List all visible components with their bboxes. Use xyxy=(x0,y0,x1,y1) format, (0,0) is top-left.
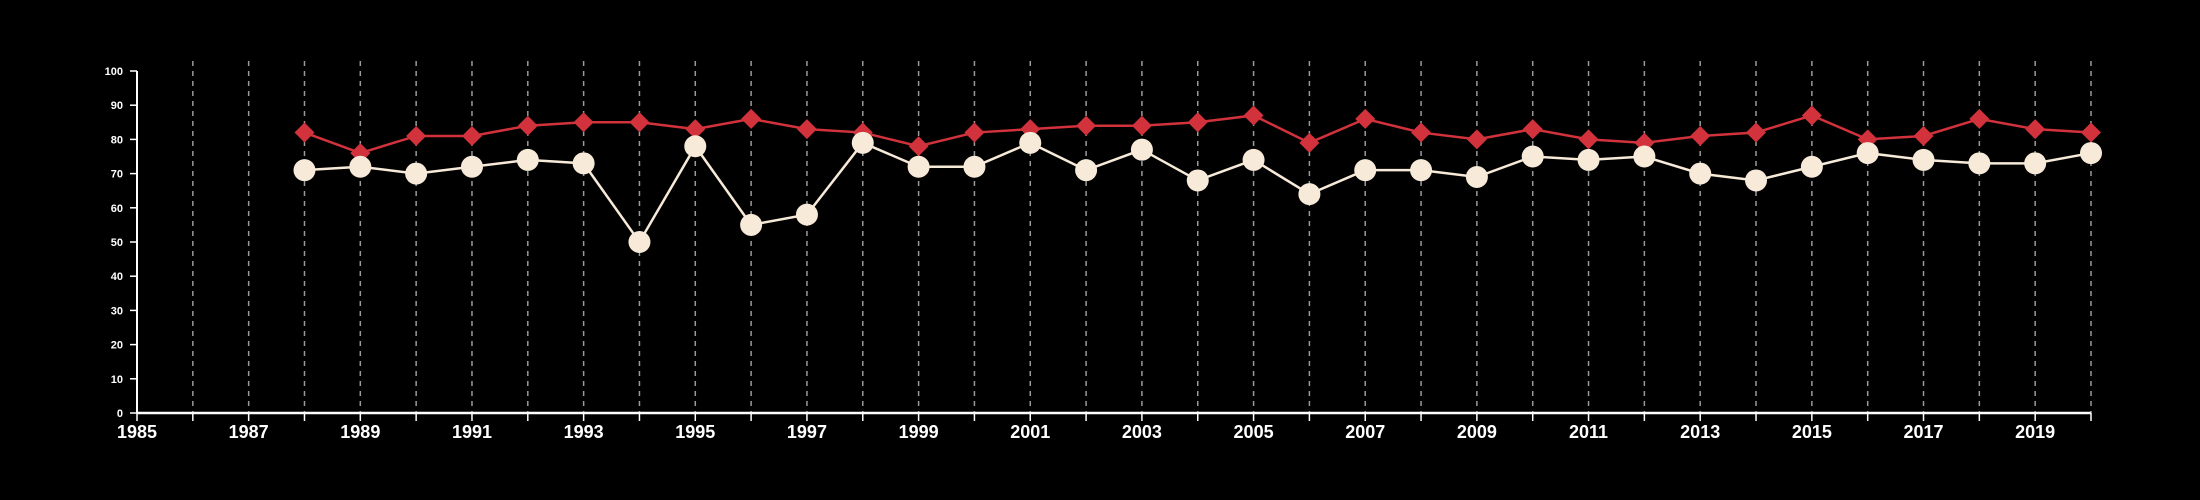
data-point-circle xyxy=(851,131,874,154)
data-point-circle xyxy=(1577,148,1600,171)
data-point-circle xyxy=(572,152,595,175)
x-tick-label: 1985 xyxy=(117,422,157,442)
data-point-diamond xyxy=(1578,129,1599,150)
data-point-circle xyxy=(628,231,651,253)
data-point-circle xyxy=(1075,159,1098,182)
data-point-diamond xyxy=(1969,108,1990,129)
data-point-diamond xyxy=(741,108,762,129)
y-tick-label: 30 xyxy=(111,305,123,317)
data-point-circle xyxy=(1521,145,1544,168)
data-point-circle xyxy=(963,155,986,178)
data-point-diamond xyxy=(1690,125,1711,146)
data-point-diamond xyxy=(2025,119,2046,140)
data-point-circle xyxy=(1298,183,1321,206)
x-tick-label: 2019 xyxy=(2015,422,2055,442)
y-tick-label: 80 xyxy=(111,134,123,146)
x-tick-label: 2015 xyxy=(1792,422,1832,442)
y-tick-label: 100 xyxy=(105,66,123,78)
data-point-diamond xyxy=(1076,115,1097,136)
data-point-diamond xyxy=(964,122,985,143)
data-point-circle xyxy=(907,155,930,178)
data-point-diamond xyxy=(2081,122,2101,143)
data-point-circle xyxy=(684,135,707,158)
data-point-circle xyxy=(1912,148,1935,171)
grid-layer xyxy=(192,61,2092,413)
data-point-diamond xyxy=(1522,119,1543,140)
y-tick-label: 50 xyxy=(111,237,123,249)
data-point-circle xyxy=(1130,138,1153,161)
data-point-diamond xyxy=(1243,105,1264,126)
data-point-diamond xyxy=(796,119,817,140)
data-point-circle xyxy=(460,155,483,178)
data-point-circle xyxy=(2080,142,2102,165)
x-tick-label: 1987 xyxy=(229,422,269,442)
y-tick-label: 60 xyxy=(111,203,123,215)
x-tick-label: 1991 xyxy=(452,422,492,442)
data-point-circle xyxy=(1186,169,1209,192)
data-point-diamond xyxy=(1746,122,1767,143)
data-point-circle xyxy=(2024,152,2047,175)
data-point-circle xyxy=(1633,145,1656,168)
data-point-circle xyxy=(1019,131,1042,154)
data-point-circle xyxy=(1968,152,1991,175)
series-layer xyxy=(293,105,2102,253)
data-point-circle xyxy=(1242,148,1265,171)
x-tick-label: 1999 xyxy=(899,422,939,442)
data-point-circle xyxy=(1689,162,1712,185)
x-tick-label: 2011 xyxy=(1569,422,1608,442)
axis-layer: 0 10 20 30 40 50 60 70 80 90 100 1985 1987 1989 1991 19… xyxy=(105,66,2092,442)
data-point-diamond xyxy=(1355,108,1376,129)
y-tick-label: 70 xyxy=(111,169,123,181)
data-point-diamond xyxy=(908,136,929,157)
y-tick-label: 40 xyxy=(111,271,123,283)
y-tick-label: 90 xyxy=(111,100,123,112)
data-point-diamond xyxy=(1299,132,1320,153)
data-point-diamond xyxy=(1466,129,1487,150)
x-tick-label: 2003 xyxy=(1122,422,1162,442)
data-point-circle xyxy=(1800,155,1823,178)
data-point-diamond xyxy=(461,125,482,146)
data-point-diamond xyxy=(1131,115,1152,136)
x-tick-label: 2009 xyxy=(1457,422,1497,442)
x-tick-label: 1989 xyxy=(340,422,380,442)
data-point-diamond xyxy=(517,115,538,136)
data-point-circle xyxy=(1465,166,1488,189)
data-point-diamond xyxy=(1187,112,1208,133)
x-tick-label: 1993 xyxy=(564,422,604,442)
x-tick-label: 2005 xyxy=(1234,422,1274,442)
y-tick-label: 10 xyxy=(111,374,123,386)
data-point-diamond xyxy=(629,112,650,133)
y-tick-label: 0 xyxy=(117,408,123,420)
data-point-diamond xyxy=(1913,125,1934,146)
y-tick-label: 20 xyxy=(111,340,123,352)
x-tick-label: 2007 xyxy=(1345,422,1385,442)
data-point-circle xyxy=(1410,159,1433,182)
x-tick-label: 2013 xyxy=(1680,422,1720,442)
data-point-diamond xyxy=(1411,122,1432,143)
data-point-diamond xyxy=(406,125,427,146)
data-point-circle xyxy=(740,213,763,236)
data-point-diamond xyxy=(294,122,315,143)
data-point-diamond xyxy=(573,112,594,133)
data-point-circle xyxy=(516,148,539,171)
x-tick-label: 2017 xyxy=(1903,422,1943,442)
data-point-diamond xyxy=(685,119,706,140)
data-point-circle xyxy=(1856,142,1879,165)
x-tick-label: 1997 xyxy=(787,422,827,442)
x-tick-label: 1995 xyxy=(675,422,715,442)
x-tick-label: 2001 xyxy=(1010,422,1050,442)
data-point-circle xyxy=(405,162,428,185)
data-point-circle xyxy=(349,155,372,178)
data-point-circle xyxy=(1354,159,1377,182)
data-point-circle xyxy=(795,203,818,226)
data-point-circle xyxy=(293,159,316,182)
data-point-circle xyxy=(1745,169,1768,192)
data-point-diamond xyxy=(1801,105,1822,126)
